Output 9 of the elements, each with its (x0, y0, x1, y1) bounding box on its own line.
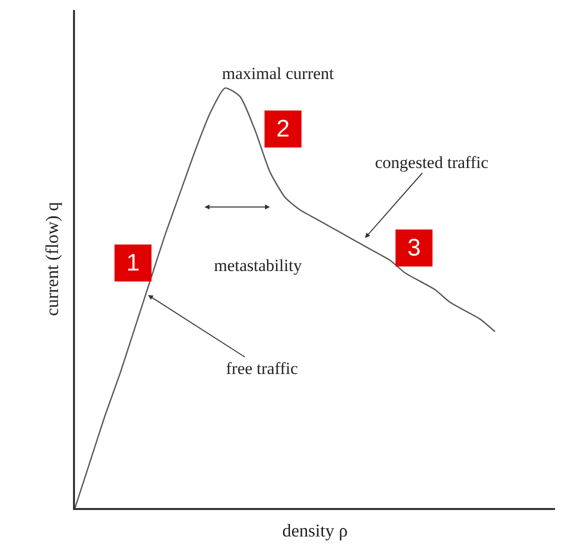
y-axis-title: current (flow) q (42, 202, 62, 316)
text: maximal current (222, 64, 334, 83)
annotation: 3 (407, 234, 421, 262)
annotation: 2 (276, 116, 290, 142)
x-axis-title: density ρ (282, 520, 348, 540)
annotation: congested traffic (375, 153, 489, 172)
annotation: 1 (126, 250, 140, 276)
annotation: free traffic (226, 359, 298, 378)
annotation: metastability (214, 256, 302, 275)
